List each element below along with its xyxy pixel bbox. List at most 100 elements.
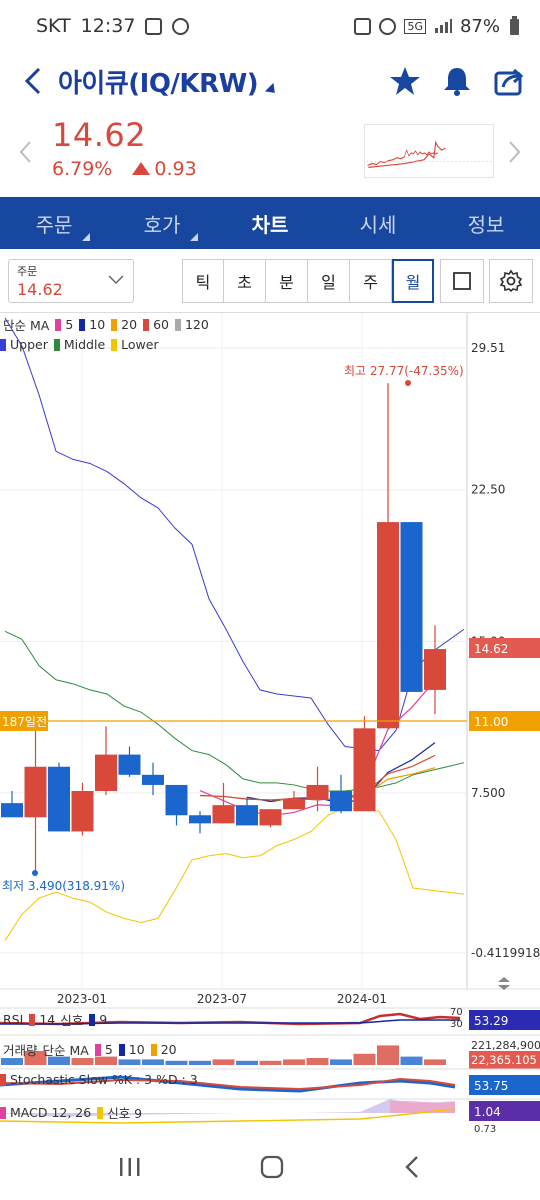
- period-minute[interactable]: 분: [266, 259, 308, 303]
- ma5-label: 5: [65, 317, 74, 332]
- battery-label: 87%: [459, 15, 500, 37]
- volume-bar: [1, 1058, 23, 1065]
- volume-label: 거래량: [3, 1043, 38, 1058]
- volume-bar: [400, 1056, 423, 1065]
- low-annotation: 최저 3.490(318.91%): [2, 879, 125, 893]
- candle-body: [212, 805, 235, 824]
- volume-bar: [353, 1053, 376, 1065]
- middle-label: Middle: [63, 337, 106, 352]
- volume-bar: [424, 1059, 446, 1065]
- volume-bar: [330, 1059, 352, 1065]
- candle-body: [142, 774, 164, 785]
- status-bar: SKT 12:37 5G 87%: [0, 0, 540, 52]
- volume-max: 221,284,900: [471, 1039, 540, 1052]
- bollinger-legend[interactable]: Upper Middle Lower: [0, 337, 159, 352]
- share-button[interactable]: [492, 64, 526, 98]
- price-line-label-box: [0, 711, 48, 731]
- panel-resize-up-icon[interactable]: [498, 977, 510, 982]
- back-button[interactable]: [8, 56, 58, 106]
- bell-icon: [444, 68, 470, 96]
- recent-apps-icon[interactable]: [118, 1156, 142, 1178]
- rsi-panel[interactable]: 53.29 70 30: [0, 1007, 540, 1030]
- main-tabs: 주문 호가 차트 시세 정보: [0, 197, 540, 249]
- home-icon[interactable]: [259, 1155, 285, 1179]
- macd-signal-label: 신호 9: [107, 1106, 143, 1121]
- volume-panel[interactable]: 22,365.105 221,284,900: [0, 1034, 540, 1069]
- rsi-legend[interactable]: RSI 14 신호 9: [3, 1010, 107, 1029]
- volume-bar: [142, 1059, 164, 1065]
- next-coin-icon[interactable]: [508, 140, 522, 164]
- period-day[interactable]: 일: [308, 259, 350, 303]
- macd-signal-swatch: [97, 1106, 104, 1119]
- period-month[interactable]: 월: [392, 259, 434, 303]
- tab-chart-label: 차트: [251, 212, 289, 237]
- ma-legend[interactable]: 단순 MA 5 10 20 60 120: [3, 315, 209, 334]
- current-price-label: 14.62: [474, 642, 508, 656]
- title-dropdown-icon[interactable]: [265, 82, 280, 98]
- rsi-level-high: 70: [450, 1007, 463, 1018]
- tab-orderbook[interactable]: 호가: [108, 197, 216, 249]
- favorite-button[interactable]: [388, 64, 422, 98]
- tab-market-label: 시세: [359, 212, 397, 237]
- macd-value: 1.04: [474, 1105, 501, 1119]
- period-second[interactable]: 초: [224, 259, 266, 303]
- x-tick-label: 2023-07: [197, 992, 247, 1006]
- signal-icon: [434, 19, 452, 33]
- candle-body: [48, 766, 70, 832]
- volume-bar: [283, 1059, 305, 1065]
- candle-body: [1, 803, 23, 818]
- upper-label: Upper: [10, 337, 48, 352]
- period-selector: 틱 초 분 일 주 월: [182, 259, 434, 303]
- panel-resize-down-icon[interactable]: [498, 985, 510, 990]
- macd-swatch: [0, 1106, 6, 1119]
- star-icon: [390, 67, 420, 95]
- volume-bar: [236, 1060, 258, 1065]
- candle-body: [353, 728, 376, 812]
- candle-body: [259, 809, 282, 826]
- change-amount: 0.93: [154, 158, 197, 180]
- page-title[interactable]: 아이큐(IQ/KRW): [58, 68, 259, 99]
- vol-ma5: 5: [104, 1042, 113, 1057]
- chart-settings-button[interactable]: [489, 259, 533, 303]
- period-week[interactable]: 주: [350, 259, 392, 303]
- stochastic-panel[interactable]: 53.75: [0, 1068, 540, 1095]
- change-percent: 6.79%: [52, 158, 113, 180]
- tab-order[interactable]: 주문: [0, 197, 108, 249]
- vol-ma20-swatch: [150, 1043, 157, 1056]
- period-tick[interactable]: 틱: [182, 259, 224, 303]
- macd-panel[interactable]: 1.04 0.73: [0, 1098, 540, 1135]
- tab-chart[interactable]: 차트: [216, 197, 324, 249]
- volume-legend[interactable]: 거래량 단순 MA 5 10 20: [3, 1040, 177, 1059]
- ma60-label: 60: [153, 317, 169, 332]
- back-nav-icon[interactable]: [402, 1155, 422, 1179]
- volume-bar: [118, 1059, 141, 1065]
- drawing-tool-button[interactable]: [440, 259, 484, 303]
- sparkline[interactable]: [364, 124, 494, 178]
- rsi-swatch: [29, 1013, 36, 1026]
- tab-info[interactable]: 정보: [432, 197, 540, 249]
- lower-swatch: [111, 338, 118, 351]
- ma20-label: 20: [121, 317, 138, 332]
- network-label: 5G: [404, 18, 426, 34]
- vol-ma5-swatch: [94, 1043, 101, 1056]
- tab-order-dropdown-icon: [82, 233, 90, 241]
- y-tick-label: 7.500: [471, 786, 505, 800]
- y-tick-label: -0.41199180: [471, 946, 540, 960]
- rsi-label: RSI: [3, 1012, 24, 1027]
- share-icon: [494, 68, 524, 96]
- tab-orderbook-dropdown-icon: [190, 233, 198, 241]
- order-type-select[interactable]: 주문 14.62: [8, 259, 134, 303]
- alert-button[interactable]: [440, 64, 474, 98]
- x-tick-label: 2023-01: [57, 992, 107, 1006]
- tab-market[interactable]: 시세: [324, 197, 432, 249]
- prev-coin-icon[interactable]: [18, 140, 32, 164]
- stochastic-legend[interactable]: Stochastic Slow %K : 3 %D : 3: [0, 1072, 198, 1087]
- candle-body: [95, 754, 117, 792]
- stochastic-label: Stochastic Slow %K : 3 %D : 3: [10, 1072, 198, 1087]
- candle-body: [236, 805, 258, 826]
- ma20-swatch: [111, 318, 118, 331]
- candle-body: [283, 799, 305, 810]
- macd-legend[interactable]: MACD 12, 26 신호 9: [0, 1103, 142, 1122]
